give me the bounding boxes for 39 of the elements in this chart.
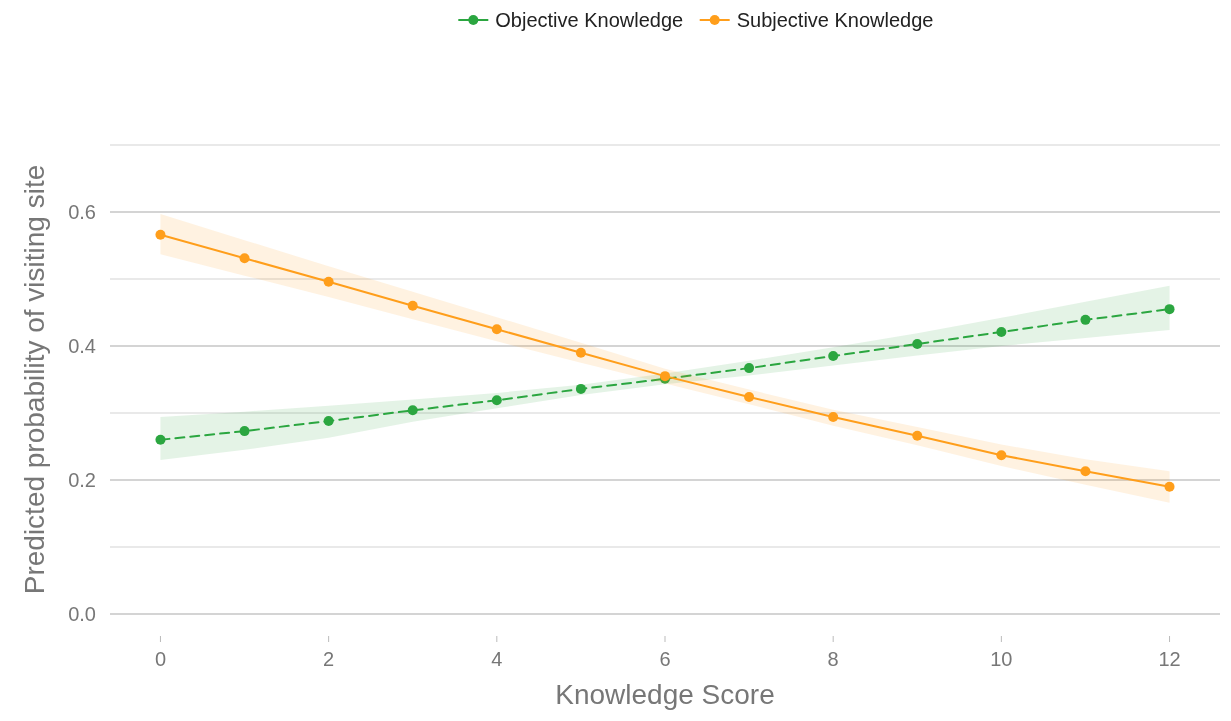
x-tick-label: 10 <box>990 648 1013 670</box>
legend-label: Objective Knowledge <box>495 9 684 31</box>
x-tick-label: 6 <box>659 648 671 670</box>
point <box>491 324 502 335</box>
point <box>996 326 1007 337</box>
x-tick-label: 2 <box>323 648 335 670</box>
point <box>407 300 418 311</box>
point <box>491 395 502 406</box>
point <box>407 405 418 416</box>
y-axis-title: Predicted probability of visiting site <box>19 164 50 595</box>
point <box>323 416 334 427</box>
point <box>323 276 334 287</box>
x-tick-label: 0 <box>154 648 167 670</box>
point <box>996 450 1007 461</box>
point <box>1164 481 1175 492</box>
point <box>575 347 586 358</box>
point <box>1164 304 1175 315</box>
legend-label: Subjective Knowledge <box>736 9 934 31</box>
y-tick-label: 0.4 <box>68 335 96 357</box>
point <box>828 351 839 362</box>
point <box>155 434 166 445</box>
x-tick-label: 12 <box>1158 648 1181 670</box>
point <box>575 383 586 394</box>
point <box>155 229 166 240</box>
x-tick-label: 8 <box>827 648 839 670</box>
point <box>239 253 250 264</box>
point <box>1080 466 1091 477</box>
point <box>828 412 839 423</box>
point <box>744 363 755 374</box>
y-tick-label: 0.6 <box>68 201 96 223</box>
y-tick-label: 0.2 <box>68 469 96 491</box>
point <box>1080 314 1091 325</box>
point <box>744 391 755 402</box>
point <box>239 426 250 437</box>
x-axis-title: Knowledge Score <box>555 679 775 710</box>
point <box>912 338 923 349</box>
y-tick-label: 0.0 <box>68 603 96 625</box>
point <box>912 430 923 441</box>
x-tick-label: 4 <box>491 648 503 670</box>
